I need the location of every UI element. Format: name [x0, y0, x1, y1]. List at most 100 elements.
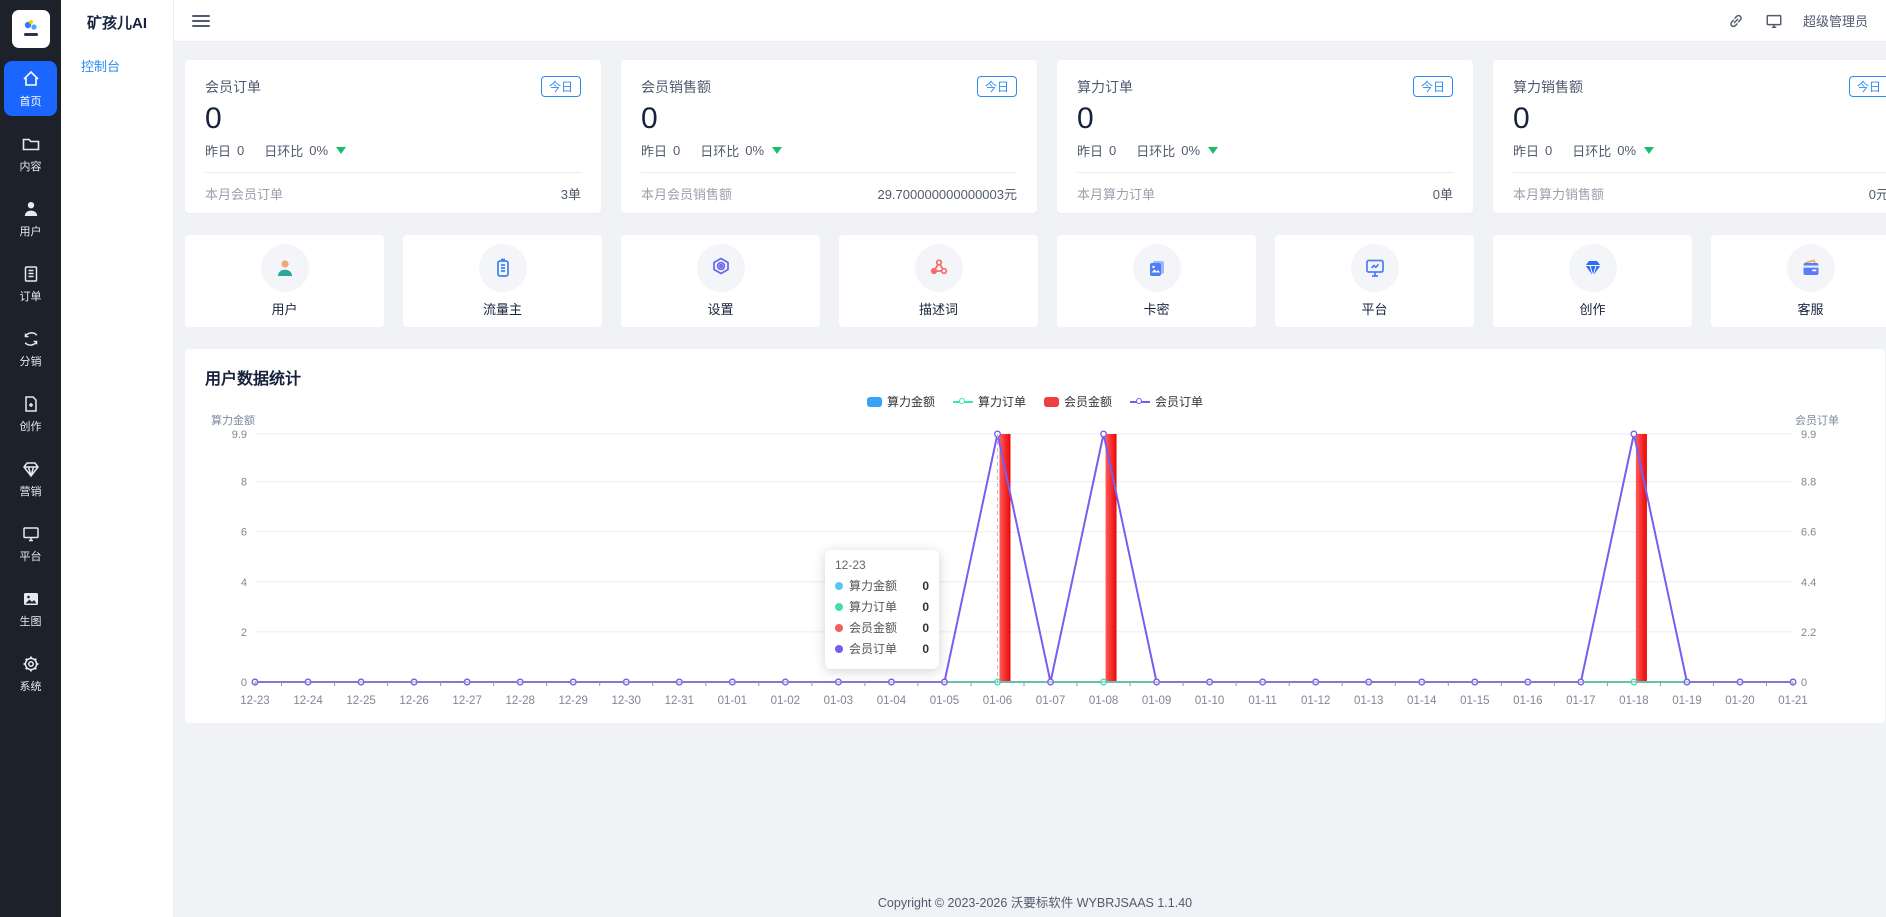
- folder-icon: [22, 138, 39, 151]
- svg-text:6: 6: [241, 527, 247, 539]
- quick-action-traffic[interactable]: 流量主: [403, 235, 602, 327]
- order-list-icon: [24, 266, 37, 282]
- quick-action-creation[interactable]: 创作: [1493, 235, 1692, 327]
- ratio-label: 日环比: [700, 144, 740, 159]
- legend-compute-orders[interactable]: 算力订单: [952, 393, 1026, 410]
- quick-action-settings[interactable]: 设置: [621, 235, 820, 327]
- trend-down-icon[interactable]: [336, 147, 347, 154]
- svg-text:12-26: 12-26: [399, 695, 428, 707]
- svg-text:01-18: 01-18: [1619, 695, 1648, 707]
- today-badge[interactable]: 今日: [976, 76, 1017, 97]
- link-icon[interactable]: [1727, 12, 1745, 30]
- legend-label: 会员金额: [1064, 395, 1113, 409]
- sidebar-item-label: 平台: [19, 551, 42, 563]
- today-badge[interactable]: 今日: [540, 76, 581, 97]
- chart-legend: 算力金额 算力订单 会员金额 会员订单: [205, 393, 1865, 410]
- quick-action-prompts[interactable]: 描述词: [839, 235, 1038, 327]
- tooltip-row: 算力订单 0: [835, 598, 929, 615]
- sidebar-item-content[interactable]: 内容: [4, 126, 57, 181]
- chart-title: 用户数据统计: [205, 371, 302, 388]
- app-logo[interactable]: [11, 10, 50, 48]
- sidebar-item-users[interactable]: 用户: [4, 191, 57, 246]
- month-label: 本月算力销售额: [1513, 187, 1605, 202]
- trend-down-icon[interactable]: [1208, 147, 1219, 154]
- legend-label: 算力金额: [886, 395, 935, 409]
- svg-text:2: 2: [241, 627, 247, 639]
- chart-plot-area[interactable]: 12-23 12-24 12-25 12-26 12-27 12-28 12-29 12-30…: [205, 412, 1865, 717]
- sidebar-item-label: 创作: [19, 421, 42, 433]
- yesterday-value: 0: [1545, 143, 1553, 158]
- trend-down-icon[interactable]: [772, 147, 783, 154]
- today-badge[interactable]: 今日: [1848, 76, 1886, 97]
- sidebar-item-distribution[interactable]: 分销: [4, 321, 57, 376]
- svg-text:01-10: 01-10: [1195, 695, 1224, 707]
- legend-label: 算力订单: [977, 395, 1026, 409]
- svg-text:12-24: 12-24: [293, 695, 323, 707]
- quick-action-users[interactable]: 用户: [185, 235, 384, 327]
- picture-icon: [23, 593, 38, 605]
- tile-label: 客服: [1797, 302, 1824, 317]
- sidebar-item-system[interactable]: 系统: [4, 646, 57, 701]
- sidebar-item-image-gen[interactable]: 生图: [4, 581, 57, 636]
- month-value: 0单: [1432, 187, 1453, 202]
- svg-text:算力金额: 算力金额: [211, 413, 255, 427]
- stat-title: 会员订单: [205, 78, 261, 95]
- user-avatar-icon: [277, 260, 292, 276]
- topbar: 超级管理员: [174, 0, 1886, 42]
- month-label: 本月会员销售额: [641, 187, 733, 202]
- cycle-arrows-icon: [24, 332, 37, 346]
- sidebar-item-label: 分销: [19, 356, 42, 368]
- svg-text:01-12: 01-12: [1301, 695, 1330, 707]
- legend-member-amount[interactable]: 会员金额: [1044, 393, 1112, 410]
- stat-value: 0: [1077, 102, 1094, 135]
- user-icon: [24, 202, 37, 216]
- platform-monitor-icon: [1365, 259, 1384, 277]
- sidebar-item-marketing[interactable]: 营销: [4, 451, 57, 506]
- sidebar-item-label: 系统: [19, 681, 42, 693]
- gear-icon: [23, 656, 38, 672]
- user-stats-chart-card: 用户数据统计 算力金额 算力订单 会员金额: [185, 349, 1885, 723]
- legend-member-orders[interactable]: 会员订单: [1130, 393, 1203, 410]
- svg-text:01-16: 01-16: [1513, 695, 1542, 707]
- sub-sidebar: 矿孩儿AI 控制台: [61, 0, 174, 917]
- settings-gear-icon: [712, 257, 729, 275]
- collapse-menu-icon[interactable]: [192, 12, 210, 30]
- svg-text:01-17: 01-17: [1566, 695, 1595, 707]
- sidebar-item-creation[interactable]: 创作: [4, 386, 57, 441]
- svg-text:0: 0: [241, 677, 247, 689]
- quick-action-support[interactable]: 客服: [1711, 235, 1886, 327]
- logo-icon: [23, 20, 38, 36]
- yesterday-value: 0: [673, 143, 681, 158]
- sidebar-item-platform[interactable]: 平台: [4, 516, 57, 571]
- trend-down-icon[interactable]: [1644, 147, 1655, 154]
- svg-text:01-20: 01-20: [1725, 695, 1754, 707]
- svg-text:8.8: 8.8: [1801, 477, 1816, 489]
- quick-action-platform[interactable]: 平台: [1275, 235, 1474, 327]
- svg-text:4.4: 4.4: [1801, 577, 1816, 589]
- yesterday-label: 昨日: [205, 144, 232, 159]
- today-badge[interactable]: 今日: [1412, 76, 1453, 97]
- brand-title: 矿孩儿AI: [86, 14, 147, 32]
- svg-text:9.9: 9.9: [1801, 429, 1816, 441]
- sidebar-item-home[interactable]: 首页: [4, 61, 57, 116]
- legend-bar-swatch: [866, 396, 882, 407]
- svg-text:12-30: 12-30: [612, 695, 641, 707]
- ratio-label: 日环比: [1136, 144, 1176, 159]
- quick-action-card-keys[interactable]: 卡密: [1057, 235, 1256, 327]
- svg-text:4: 4: [241, 577, 247, 589]
- ratio-label: 日环比: [1572, 144, 1612, 159]
- quick-action-row: 用户 流量主 设置 描述词: [185, 235, 1886, 327]
- subnav-item-console[interactable]: 控制台: [81, 59, 121, 74]
- stat-value: 0: [641, 102, 658, 135]
- current-user[interactable]: 超级管理员: [1802, 14, 1868, 29]
- legend-bar-swatch: [1044, 396, 1059, 407]
- month-value: 0元: [1868, 187, 1886, 202]
- tile-label: 设置: [707, 302, 734, 317]
- sidebar-item-orders[interactable]: 订单: [4, 256, 57, 311]
- svg-text:01-08: 01-08: [1089, 695, 1118, 707]
- month-value: 29.700000000000003元: [877, 187, 1017, 202]
- legend-compute-amount[interactable]: 算力金额: [866, 393, 935, 410]
- svg-text:12-29: 12-29: [558, 695, 587, 707]
- fullscreen-monitor-icon[interactable]: [1765, 12, 1783, 30]
